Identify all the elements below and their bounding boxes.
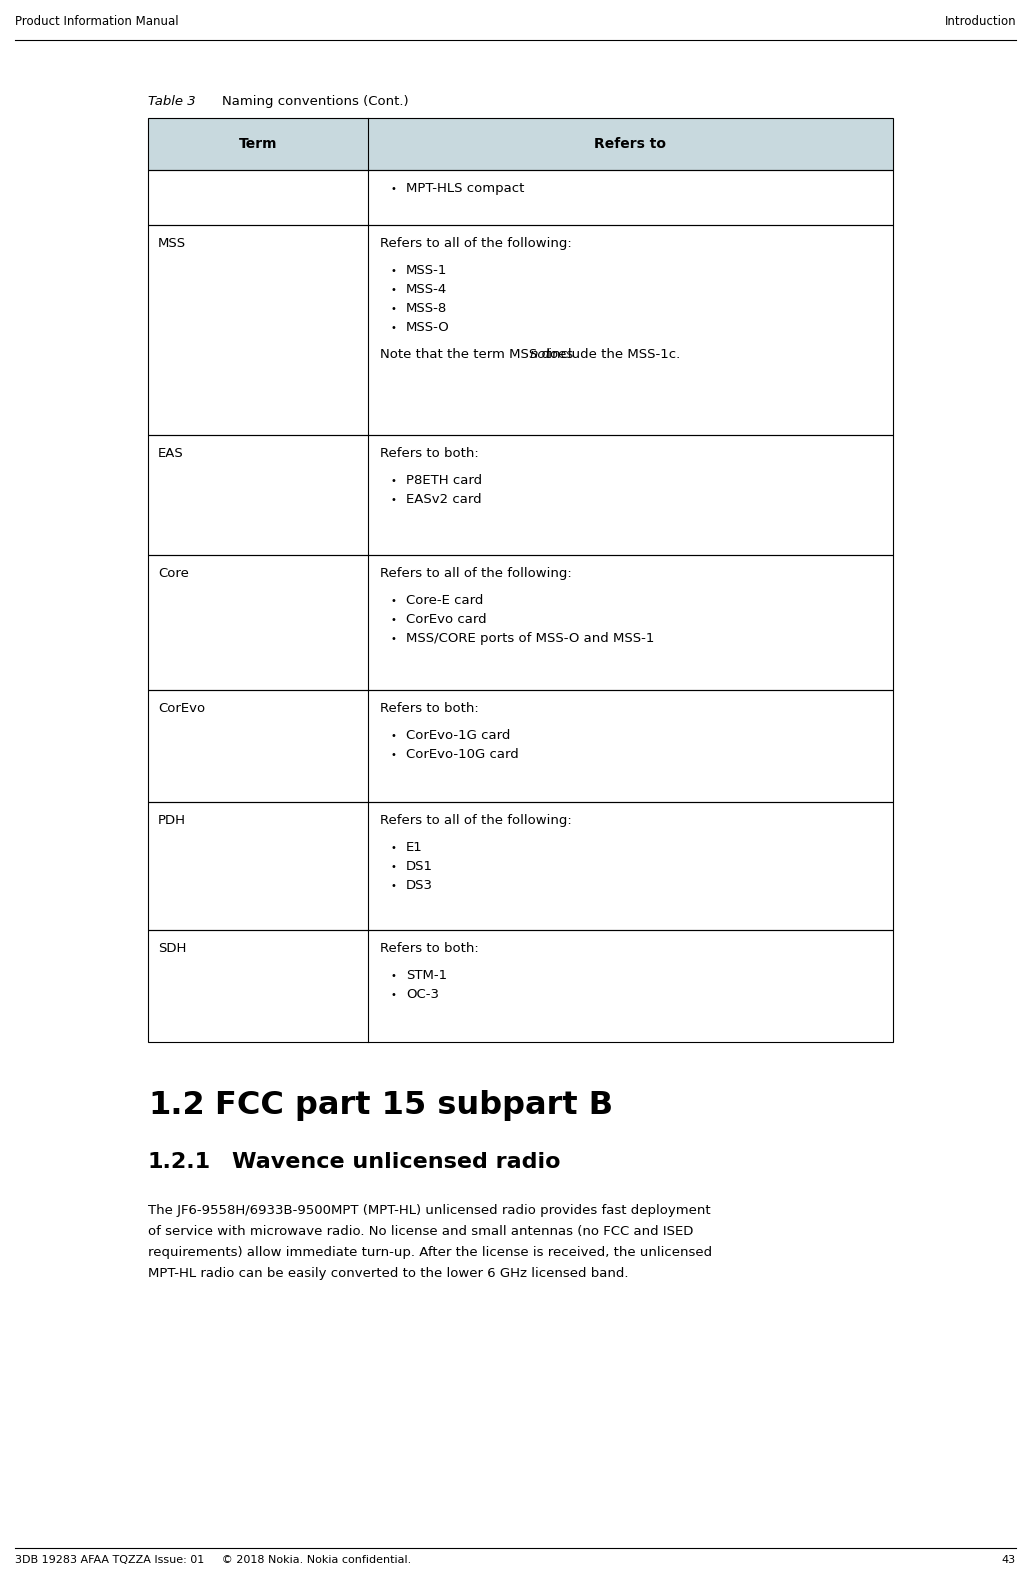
Text: Refers to all of the following:: Refers to all of the following: — [380, 567, 572, 580]
Text: CorEvo-1G card: CorEvo-1G card — [406, 729, 510, 742]
Text: •: • — [390, 635, 396, 644]
Text: •: • — [390, 595, 396, 606]
Text: •: • — [390, 495, 396, 506]
Bar — [148, 690, 893, 802]
Text: •: • — [390, 476, 396, 487]
Text: •: • — [390, 843, 396, 854]
Text: •: • — [390, 304, 396, 313]
Text: EAS: EAS — [158, 447, 184, 460]
Text: Term: Term — [239, 137, 277, 151]
Text: SDH: SDH — [158, 942, 187, 954]
Bar — [148, 170, 893, 225]
Bar — [148, 802, 893, 929]
Text: •: • — [390, 285, 396, 295]
Text: •: • — [390, 323, 396, 332]
Text: Refers to all of the following:: Refers to all of the following: — [380, 814, 572, 827]
Text: 3DB 19283 AFAA TQZZA Issue: 01     © 2018 Nokia. Nokia confidential.: 3DB 19283 AFAA TQZZA Issue: 01 © 2018 No… — [15, 1555, 411, 1566]
Text: •: • — [390, 266, 396, 276]
Text: MSS-8: MSS-8 — [406, 302, 447, 315]
Text: E1: E1 — [406, 841, 423, 854]
Text: CorEvo card: CorEvo card — [406, 613, 487, 625]
Text: not: not — [530, 348, 552, 361]
Text: include the MSS-1c.: include the MSS-1c. — [544, 348, 680, 361]
Text: DS3: DS3 — [406, 879, 433, 891]
Text: •: • — [390, 184, 396, 194]
Text: MSS: MSS — [158, 236, 187, 250]
Text: •: • — [390, 880, 396, 891]
Text: CorEvo: CorEvo — [158, 702, 205, 715]
Text: OC-3: OC-3 — [406, 988, 439, 1002]
Text: Refers to: Refers to — [595, 137, 666, 151]
Text: P8ETH card: P8ETH card — [406, 474, 483, 487]
Text: PDH: PDH — [158, 814, 186, 827]
Bar — [148, 225, 893, 435]
Text: •: • — [390, 750, 396, 761]
Text: 1.2: 1.2 — [148, 1090, 205, 1121]
Text: Note that the term MSS does: Note that the term MSS does — [380, 348, 577, 361]
Text: 1.2.1: 1.2.1 — [148, 1151, 211, 1172]
Text: •: • — [390, 731, 396, 740]
Text: FCC part 15 subpart B: FCC part 15 subpart B — [215, 1090, 613, 1121]
Text: Table 3: Table 3 — [148, 94, 196, 109]
Text: of service with microwave radio. No license and small antennas (no FCC and ISED: of service with microwave radio. No lice… — [148, 1225, 694, 1238]
Text: Introduction: Introduction — [944, 16, 1016, 28]
Text: •: • — [390, 972, 396, 981]
Text: Naming conventions (Cont.): Naming conventions (Cont.) — [222, 94, 408, 109]
Text: •: • — [390, 862, 396, 873]
Text: •: • — [390, 991, 396, 1000]
Text: MPT-HL radio can be easily converted to the lower 6 GHz licensed band.: MPT-HL radio can be easily converted to … — [148, 1266, 629, 1280]
Bar — [148, 118, 893, 170]
Text: DS1: DS1 — [406, 860, 433, 873]
Text: Refers to all of the following:: Refers to all of the following: — [380, 236, 572, 250]
Text: MSS-4: MSS-4 — [406, 284, 447, 296]
Text: Refers to both:: Refers to both: — [380, 447, 478, 460]
Text: CorEvo-10G card: CorEvo-10G card — [406, 748, 519, 761]
Text: Wavence unlicensed radio: Wavence unlicensed radio — [232, 1151, 561, 1172]
Text: MSS-O: MSS-O — [406, 321, 450, 334]
Bar — [148, 929, 893, 1043]
Text: Product Information Manual: Product Information Manual — [15, 16, 178, 28]
Text: 43: 43 — [1002, 1555, 1016, 1566]
Bar — [148, 554, 893, 690]
Text: The JF6-9558H/6933B-9500MPT (MPT-HL) unlicensed radio provides fast deployment: The JF6-9558H/6933B-9500MPT (MPT-HL) unl… — [148, 1203, 710, 1217]
Text: EASv2 card: EASv2 card — [406, 493, 481, 506]
Text: requirements) allow immediate turn-up. After the license is received, the unlice: requirements) allow immediate turn-up. A… — [148, 1246, 712, 1258]
Text: Refers to both:: Refers to both: — [380, 942, 478, 954]
Text: Refers to both:: Refers to both: — [380, 702, 478, 715]
Bar — [148, 435, 893, 554]
Text: Core: Core — [158, 567, 189, 580]
Text: MSS/CORE ports of MSS-O and MSS-1: MSS/CORE ports of MSS-O and MSS-1 — [406, 632, 655, 646]
Text: MPT-HLS compact: MPT-HLS compact — [406, 183, 525, 195]
Text: Core-E card: Core-E card — [406, 594, 484, 606]
Text: •: • — [390, 614, 396, 625]
Text: STM-1: STM-1 — [406, 969, 447, 981]
Text: MSS-1: MSS-1 — [406, 265, 447, 277]
Bar — [148, 118, 893, 170]
